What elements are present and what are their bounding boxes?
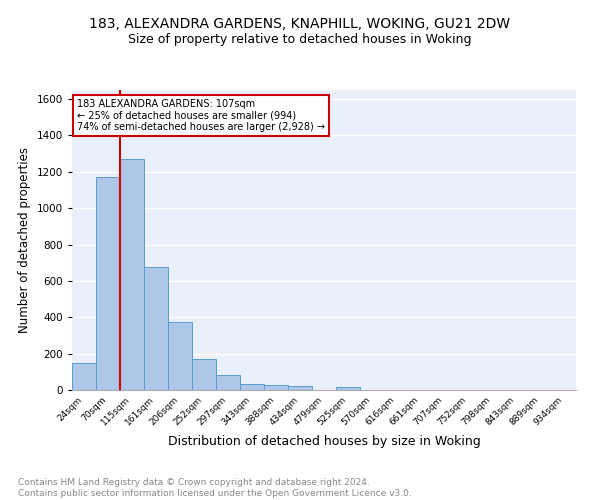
Bar — [72, 363, 96, 390]
Bar — [336, 388, 360, 390]
Bar — [96, 178, 120, 390]
Bar — [240, 384, 264, 390]
X-axis label: Distribution of detached houses by size in Woking: Distribution of detached houses by size … — [167, 436, 481, 448]
Bar — [216, 374, 240, 390]
Bar — [120, 159, 144, 390]
Bar — [192, 359, 216, 390]
Text: Contains HM Land Registry data © Crown copyright and database right 2024.
Contai: Contains HM Land Registry data © Crown c… — [18, 478, 412, 498]
Y-axis label: Number of detached properties: Number of detached properties — [18, 147, 31, 333]
Bar — [288, 386, 312, 390]
Text: 183 ALEXANDRA GARDENS: 107sqm
← 25% of detached houses are smaller (994)
74% of : 183 ALEXANDRA GARDENS: 107sqm ← 25% of d… — [77, 99, 325, 132]
Bar — [264, 386, 288, 390]
Text: 183, ALEXANDRA GARDENS, KNAPHILL, WOKING, GU21 2DW: 183, ALEXANDRA GARDENS, KNAPHILL, WOKING… — [89, 18, 511, 32]
Bar — [168, 322, 192, 390]
Bar — [144, 268, 168, 390]
Text: Size of property relative to detached houses in Woking: Size of property relative to detached ho… — [128, 32, 472, 46]
